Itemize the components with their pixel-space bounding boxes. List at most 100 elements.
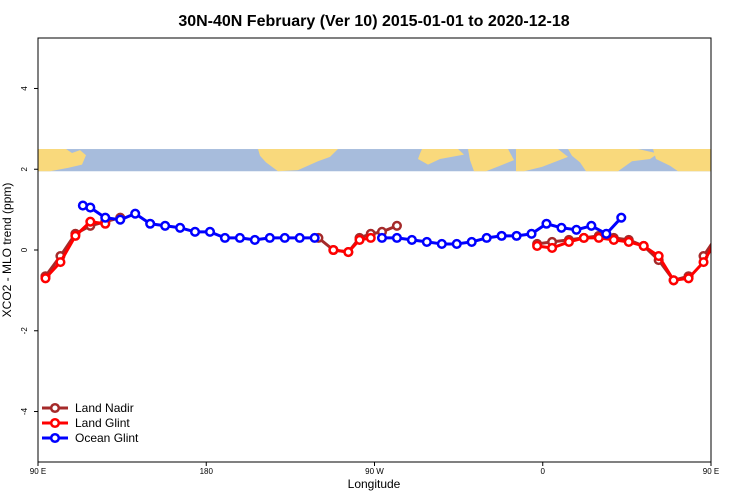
land-glint-point	[70, 230, 81, 241]
map-land-blob-0	[38, 149, 86, 172]
x-tick-label: 180	[200, 467, 214, 476]
legend-marker	[49, 402, 61, 414]
map-land-blob-2	[418, 149, 464, 165]
y-axis-label: XCO2 - MLO trend (ppm)	[0, 183, 14, 318]
map-land-blob-6	[653, 149, 711, 172]
y-axis: -4 -2 0 2 4	[20, 86, 39, 415]
x-axis: 90 E 180 90 W 0 90 E	[30, 461, 719, 476]
land-glint-point	[698, 257, 709, 268]
land-glint-point	[55, 257, 66, 268]
y-tick-label: -4	[20, 407, 29, 415]
series-layer	[40, 200, 750, 286]
land-glint-point	[683, 273, 694, 284]
ocean-glint-point	[571, 224, 582, 235]
ocean-glint-point	[309, 232, 320, 243]
series-ocean-glint	[77, 200, 627, 249]
ocean-glint-point	[234, 232, 245, 243]
y-tick-label: -2	[20, 327, 29, 335]
legend-label: Ocean Glint	[75, 431, 139, 445]
ocean-glint-point	[481, 232, 492, 243]
ocean-glint-point	[145, 218, 156, 229]
land-nadir-point	[715, 230, 723, 238]
legend-marker	[49, 417, 61, 429]
ocean-glint-point	[526, 228, 537, 239]
ocean-glint-point	[616, 212, 627, 223]
land-nadir-point	[730, 222, 738, 230]
land-glint-point	[85, 216, 96, 227]
land-glint-point	[593, 232, 604, 243]
x-tick-label: 0	[541, 467, 546, 476]
land-glint-point	[365, 232, 376, 243]
map-land-blob-4	[516, 149, 568, 172]
plot-frame	[37, 37, 712, 463]
legend-label: Land Glint	[75, 416, 130, 430]
ocean-glint-point	[219, 232, 230, 243]
land-glint-point	[730, 224, 738, 232]
legend-label: Land Nadir	[75, 401, 134, 415]
ocean-glint-point	[601, 228, 612, 239]
ocean-glint-point	[189, 226, 201, 237]
ocean-glint-point	[511, 230, 522, 241]
land-nadir-point	[391, 220, 402, 231]
ocean-glint-point	[586, 220, 597, 231]
ocean-glint-point	[175, 222, 186, 233]
land-glint-point	[563, 236, 574, 247]
ocean-glint-point	[556, 222, 567, 233]
ocean-glint-point	[376, 232, 388, 243]
land-glint-line	[536, 236, 711, 282]
land-glint-point	[40, 273, 51, 284]
ocean-glint-point	[294, 232, 305, 243]
ocean-glint-point	[100, 212, 111, 223]
land-glint-point	[532, 240, 543, 252]
legend-marker	[49, 432, 61, 444]
land-glint-point	[328, 244, 339, 256]
land-glint-point	[547, 242, 558, 254]
ocean-glint-point	[264, 232, 275, 243]
y-tick-label: 4	[20, 86, 29, 91]
ocean-glint-point	[130, 208, 141, 219]
land-glint-point	[715, 232, 723, 240]
land-nadir-point	[745, 218, 750, 226]
map-land-blob-1	[258, 149, 338, 172]
ocean-glint-point	[85, 202, 96, 213]
ocean-glint-point	[436, 238, 447, 249]
ocean-glint-point	[406, 234, 417, 245]
chart-title: 30N-40N February (Ver 10) 2015-01-01 to …	[178, 13, 569, 30]
ocean-glint-point	[451, 238, 462, 249]
ocean-glint-point	[279, 232, 290, 243]
ocean-glint-point	[541, 218, 552, 229]
ocean-glint-point	[204, 226, 216, 237]
ocean-glint-point	[466, 236, 477, 247]
map-land-blob-5	[568, 149, 658, 172]
legend-item-land-nadir: Land Nadir	[42, 401, 134, 415]
legend-item-ocean-glint: Ocean Glint	[42, 431, 139, 445]
ocean-glint-point	[160, 220, 171, 231]
land-glint-point	[343, 246, 354, 258]
land-glint-point	[623, 236, 634, 247]
ocean-glint-point	[249, 234, 260, 245]
x-tick-label: 90 E	[30, 467, 46, 476]
land-glint-line	[333, 236, 372, 254]
x-axis-label: Longitude	[348, 477, 401, 491]
y-tick-label: 2	[20, 166, 29, 171]
ocean-glint-point	[391, 232, 402, 243]
land-glint-point	[668, 275, 679, 286]
land-glint-point	[653, 251, 664, 262]
map-land	[38, 149, 711, 172]
y-tick-label: 0	[20, 247, 29, 252]
ocean-glint-point	[496, 230, 507, 241]
legend-item-land-glint: Land Glint	[42, 416, 130, 430]
land-glint-point	[745, 218, 750, 226]
land-glint-point	[578, 232, 589, 243]
ocean-glint-point	[115, 214, 126, 225]
map-band	[38, 149, 711, 172]
x-tick-label: 90 E	[703, 467, 719, 476]
land-glint-point	[638, 240, 649, 252]
land-glint-point	[608, 234, 619, 245]
series-land-glint	[40, 216, 750, 286]
map-land-blob-3	[468, 149, 514, 172]
x-tick-label: 90 W	[365, 467, 384, 476]
land-glint-point	[354, 234, 365, 245]
